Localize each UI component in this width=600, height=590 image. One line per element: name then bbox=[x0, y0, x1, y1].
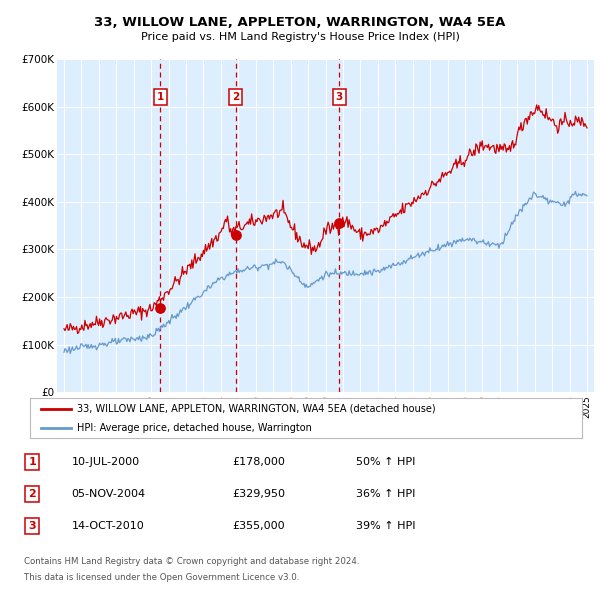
Text: 3: 3 bbox=[335, 93, 343, 102]
Text: 2: 2 bbox=[28, 489, 36, 499]
Text: £178,000: £178,000 bbox=[232, 457, 285, 467]
Text: 33, WILLOW LANE, APPLETON, WARRINGTON, WA4 5EA (detached house): 33, WILLOW LANE, APPLETON, WARRINGTON, W… bbox=[77, 404, 436, 414]
Text: £355,000: £355,000 bbox=[232, 521, 285, 531]
Point bbox=[155, 303, 165, 312]
Text: HPI: Average price, detached house, Warrington: HPI: Average price, detached house, Warr… bbox=[77, 423, 312, 432]
Point bbox=[231, 231, 241, 240]
Text: 1: 1 bbox=[157, 93, 164, 102]
Text: Contains HM Land Registry data © Crown copyright and database right 2024.: Contains HM Land Registry data © Crown c… bbox=[24, 557, 359, 566]
Text: 33, WILLOW LANE, APPLETON, WARRINGTON, WA4 5EA: 33, WILLOW LANE, APPLETON, WARRINGTON, W… bbox=[94, 16, 506, 29]
Text: This data is licensed under the Open Government Licence v3.0.: This data is licensed under the Open Gov… bbox=[24, 572, 299, 582]
Text: 14-OCT-2010: 14-OCT-2010 bbox=[71, 521, 145, 531]
Text: Price paid vs. HM Land Registry's House Price Index (HPI): Price paid vs. HM Land Registry's House … bbox=[140, 32, 460, 41]
Text: 1: 1 bbox=[28, 457, 36, 467]
Text: 10-JUL-2000: 10-JUL-2000 bbox=[71, 457, 140, 467]
Point bbox=[334, 218, 344, 228]
Text: 39% ↑ HPI: 39% ↑ HPI bbox=[356, 521, 416, 531]
Text: 2: 2 bbox=[232, 93, 239, 102]
Text: £329,950: £329,950 bbox=[232, 489, 286, 499]
Text: 05-NOV-2004: 05-NOV-2004 bbox=[71, 489, 146, 499]
Text: 36% ↑ HPI: 36% ↑ HPI bbox=[356, 489, 416, 499]
Text: 3: 3 bbox=[28, 521, 36, 531]
Text: 50% ↑ HPI: 50% ↑ HPI bbox=[356, 457, 416, 467]
